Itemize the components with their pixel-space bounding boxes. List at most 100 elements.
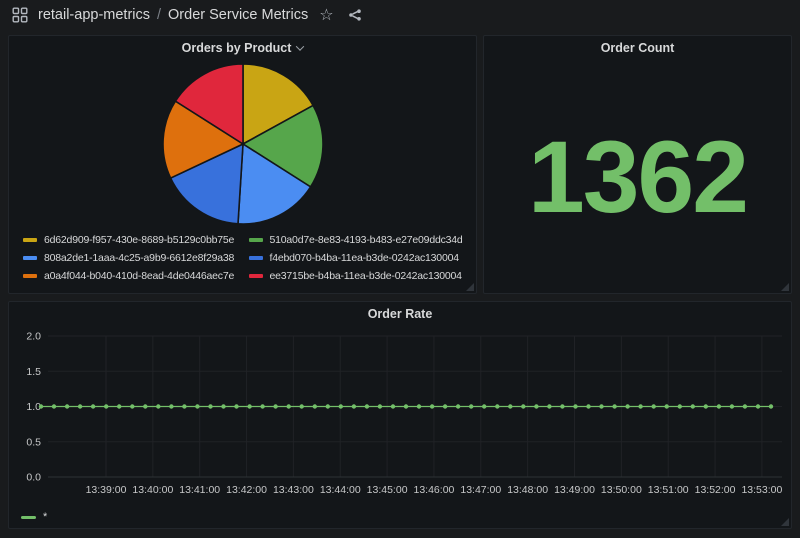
data-point[interactable] — [742, 404, 748, 409]
data-point[interactable] — [169, 404, 174, 409]
panel-resize-handle[interactable] — [781, 518, 789, 526]
data-point[interactable] — [482, 404, 487, 409]
data-point[interactable] — [90, 404, 96, 409]
data-point[interactable] — [221, 404, 226, 409]
pie-legend-item[interactable]: a0a4f044-b040-410d-8ead-4de0446aec7e — [23, 270, 241, 282]
pie-slice[interactable] — [173, 63, 244, 146]
series-legend-item[interactable]: * — [21, 511, 47, 523]
pie-slice[interactable] — [161, 100, 245, 180]
data-point[interactable] — [651, 404, 656, 409]
x-tick-label: 13:44:00 — [320, 484, 361, 496]
data-point[interactable] — [495, 404, 500, 409]
data-point[interactable] — [664, 404, 669, 409]
data-point[interactable] — [351, 404, 357, 409]
pie-legend-item[interactable]: f4ebd070-b4ba-11ea-b3de-0242ac130004 — [248, 252, 467, 264]
panel-title-orders-by-product[interactable]: Orders by Product — [9, 36, 476, 60]
panel-title-order-count[interactable]: Order Count — [484, 36, 791, 60]
data-point[interactable] — [416, 404, 422, 409]
data-point[interactable] — [64, 404, 70, 409]
data-point[interactable] — [38, 404, 44, 409]
data-point[interactable] — [442, 404, 448, 409]
data-point[interactable] — [104, 404, 109, 409]
series-color-swatch — [21, 515, 36, 519]
data-point[interactable] — [247, 404, 252, 409]
x-tick-label: 13:42:00 — [226, 484, 267, 496]
data-point[interactable] — [599, 404, 604, 409]
x-tick-label: 13:48:00 — [507, 484, 548, 496]
data-point[interactable] — [534, 404, 539, 409]
data-point[interactable] — [729, 404, 735, 409]
pie-slice[interactable] — [241, 63, 314, 146]
series-color-swatch — [248, 256, 263, 260]
data-point[interactable] — [299, 404, 304, 409]
series-color-swatch — [248, 238, 263, 242]
data-point[interactable] — [573, 404, 578, 409]
data-point[interactable] — [117, 404, 122, 409]
pie-chart[interactable] — [160, 61, 326, 227]
series-color-swatch — [23, 274, 37, 278]
data-point[interactable] — [508, 404, 513, 409]
pie-legend-item[interactable]: 510a0d7e-8e83-4193-b483-e27e09ddc34d — [248, 234, 467, 246]
pie-slice[interactable] — [240, 104, 324, 188]
panel-resize-handle[interactable] — [781, 283, 789, 291]
data-point[interactable] — [338, 404, 343, 409]
data-point[interactable] — [755, 404, 761, 409]
panel-orders-by-product: Orders by Product 6d62d909-f957-430e-868… — [8, 35, 477, 294]
data-point[interactable] — [260, 404, 265, 409]
panel-title-order-rate[interactable]: Order Rate — [9, 302, 791, 326]
data-point[interactable] — [547, 404, 552, 409]
pie-slice[interactable] — [169, 142, 244, 225]
pie-legend-item[interactable]: ee3715be-b4ba-11ea-b3de-0242ac130004 — [248, 270, 467, 282]
data-point[interactable] — [325, 404, 330, 409]
apps-icon[interactable] — [12, 7, 28, 23]
star-icon[interactable]: ☆ — [319, 5, 334, 24]
data-point[interactable] — [455, 404, 461, 409]
data-point[interactable] — [273, 404, 278, 409]
data-point[interactable] — [612, 404, 617, 409]
data-point[interactable] — [364, 404, 370, 409]
y-tick-label: 2.0 — [26, 331, 41, 343]
x-tick-label: 13:46:00 — [414, 484, 455, 496]
series-legend-label: f4ebd070-b4ba-11ea-b3de-0242ac130004 — [269, 252, 460, 264]
data-point[interactable] — [234, 404, 239, 409]
data-point[interactable] — [521, 404, 526, 409]
data-point[interactable] — [143, 404, 148, 409]
x-tick-label: 13:39:00 — [86, 484, 127, 496]
breadcrumb-folder[interactable]: retail-app-metrics — [38, 7, 150, 23]
data-point[interactable] — [51, 404, 57, 409]
data-point[interactable] — [638, 404, 643, 409]
data-point[interactable] — [625, 404, 630, 409]
x-tick-label: 13:49:00 — [554, 484, 595, 496]
pie-slice[interactable] — [236, 142, 312, 225]
share-alt-icon[interactable] — [347, 7, 363, 23]
data-point[interactable] — [195, 404, 200, 409]
panel-resize-handle[interactable] — [466, 283, 474, 291]
breadcrumb-separator: / — [157, 7, 162, 23]
pie-legend-item[interactable]: 6d62d909-f957-430e-8689-b5129c0bb75e — [23, 234, 241, 246]
pie-legend-item[interactable]: 808a2de1-1aaa-4c25-a9b9-6612e8f29a38 — [23, 252, 241, 264]
chevron-down-icon — [296, 42, 305, 51]
data-point[interactable] — [377, 404, 383, 409]
data-point[interactable] — [312, 404, 317, 409]
panel-order-rate: Order Rate 13:39:00 13:40:00 13:41:00 13:42… — [8, 301, 792, 529]
data-point[interactable] — [586, 404, 591, 409]
data-point[interactable] — [403, 404, 409, 409]
data-point[interactable] — [469, 404, 474, 409]
data-point[interactable] — [156, 404, 161, 409]
data-point[interactable] — [286, 404, 291, 409]
data-point[interactable] — [716, 404, 722, 409]
data-point[interactable] — [768, 404, 774, 409]
data-point[interactable] — [390, 404, 396, 409]
data-point[interactable] — [182, 404, 187, 409]
data-point[interactable] — [130, 404, 135, 409]
data-point[interactable] — [429, 404, 435, 409]
data-point[interactable] — [677, 404, 682, 409]
data-point[interactable] — [703, 404, 708, 409]
time-series-chart[interactable]: 13:39:00 13:40:00 13:41:00 13:42:00 13:43:00… — [14, 326, 786, 502]
data-point[interactable] — [77, 404, 83, 409]
panel-title-text: Orders by Product — [181, 41, 292, 55]
data-point[interactable] — [690, 404, 695, 409]
data-point[interactable] — [208, 404, 213, 409]
breadcrumb-dashboard-title[interactable]: Order Service Metrics — [168, 7, 309, 23]
data-point[interactable] — [560, 404, 565, 409]
